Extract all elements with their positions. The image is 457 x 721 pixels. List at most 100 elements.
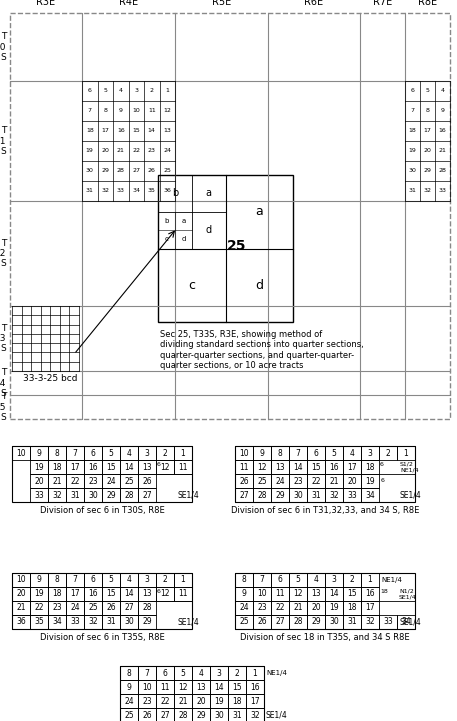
Text: 18: 18 (347, 603, 357, 613)
Text: 13: 13 (142, 462, 152, 472)
Bar (48, 587, 66, 601)
Text: 30: 30 (124, 617, 134, 627)
Text: 17: 17 (101, 128, 109, 133)
Text: 2: 2 (163, 448, 167, 458)
Bar (246, 666, 264, 680)
Text: 22: 22 (132, 149, 140, 154)
Bar (120, 666, 264, 721)
Bar (156, 708, 174, 721)
Text: 3: 3 (134, 89, 138, 94)
Bar (307, 601, 325, 615)
Text: 26: 26 (148, 169, 156, 174)
Text: 30: 30 (88, 490, 98, 500)
Text: 21: 21 (439, 149, 446, 154)
Bar (120, 446, 138, 460)
Text: 30: 30 (86, 169, 94, 174)
Bar (397, 615, 415, 629)
Text: 20: 20 (34, 477, 44, 485)
Text: 20: 20 (101, 149, 109, 154)
Text: 31: 31 (70, 490, 80, 500)
Text: 23: 23 (142, 696, 152, 706)
Text: 31: 31 (106, 617, 116, 627)
Text: 32: 32 (250, 710, 260, 720)
Text: 32: 32 (101, 188, 109, 193)
Text: 1: 1 (165, 89, 169, 94)
Bar (120, 666, 138, 680)
Bar (48, 573, 66, 587)
Text: 10: 10 (16, 575, 26, 585)
Text: 14: 14 (124, 590, 134, 598)
Text: 4: 4 (127, 448, 132, 458)
Text: 21: 21 (117, 149, 125, 154)
Text: 27: 27 (275, 617, 285, 627)
Text: 28: 28 (439, 169, 446, 174)
Bar (84, 474, 102, 488)
Bar (174, 446, 192, 460)
Bar (102, 460, 120, 474)
Text: 27: 27 (124, 603, 134, 613)
Bar (48, 446, 66, 460)
Text: 9: 9 (441, 108, 445, 113)
Text: 18: 18 (52, 590, 62, 598)
Bar (361, 488, 379, 502)
Text: T
31
S: T 31 S (0, 126, 6, 156)
Text: SE1/4: SE1/4 (177, 490, 199, 500)
Bar (289, 460, 307, 474)
Text: 21: 21 (293, 603, 303, 613)
Bar (325, 446, 343, 460)
Text: 35: 35 (148, 188, 156, 193)
Text: 18: 18 (409, 128, 416, 133)
Text: 27: 27 (239, 490, 249, 500)
Bar (102, 446, 120, 460)
Text: 4: 4 (350, 448, 355, 458)
Bar (156, 446, 174, 460)
Bar (307, 615, 325, 629)
Text: 3: 3 (217, 668, 222, 678)
Text: 30: 30 (409, 169, 416, 174)
Bar (289, 573, 307, 587)
Text: 28: 28 (124, 490, 134, 500)
Text: 25: 25 (239, 617, 249, 627)
Bar (235, 474, 253, 488)
Text: R8E: R8E (418, 0, 437, 7)
Text: 2: 2 (350, 575, 354, 585)
Text: 10: 10 (16, 448, 26, 458)
Text: 6: 6 (410, 89, 414, 94)
Text: 5: 5 (103, 89, 107, 94)
Text: 19: 19 (409, 149, 416, 154)
Bar (361, 587, 379, 601)
Bar (84, 460, 102, 474)
Text: 27: 27 (142, 490, 152, 500)
Bar (174, 666, 192, 680)
Text: 5: 5 (296, 575, 300, 585)
Text: 6: 6 (90, 448, 96, 458)
Text: 19: 19 (365, 477, 375, 485)
Bar (66, 446, 84, 460)
Text: 5: 5 (332, 448, 336, 458)
Bar (397, 446, 415, 460)
Bar (246, 708, 264, 721)
Text: 21: 21 (16, 603, 26, 613)
Text: 19: 19 (34, 462, 44, 472)
Text: 33: 33 (383, 617, 393, 627)
Bar (343, 615, 361, 629)
Text: 16: 16 (365, 590, 375, 598)
Bar (30, 601, 48, 615)
Text: 27: 27 (160, 710, 170, 720)
Bar (361, 474, 379, 488)
Bar (120, 488, 138, 502)
Bar (120, 474, 138, 488)
Text: 22: 22 (70, 477, 80, 485)
Text: Division of sec 6 in T30S, R8E: Division of sec 6 in T30S, R8E (40, 506, 165, 515)
Text: 33: 33 (70, 617, 80, 627)
Text: 14: 14 (293, 462, 303, 472)
Bar (246, 694, 264, 708)
Text: 12: 12 (160, 462, 170, 472)
Text: 15: 15 (133, 128, 140, 133)
Text: 3: 3 (144, 575, 149, 585)
Text: 7: 7 (88, 108, 92, 113)
Text: 4: 4 (198, 668, 203, 678)
Text: Division of sec 6 in T35S, R8E: Division of sec 6 in T35S, R8E (40, 633, 165, 642)
Text: SE1/4: SE1/4 (177, 617, 199, 627)
Bar (307, 587, 325, 601)
